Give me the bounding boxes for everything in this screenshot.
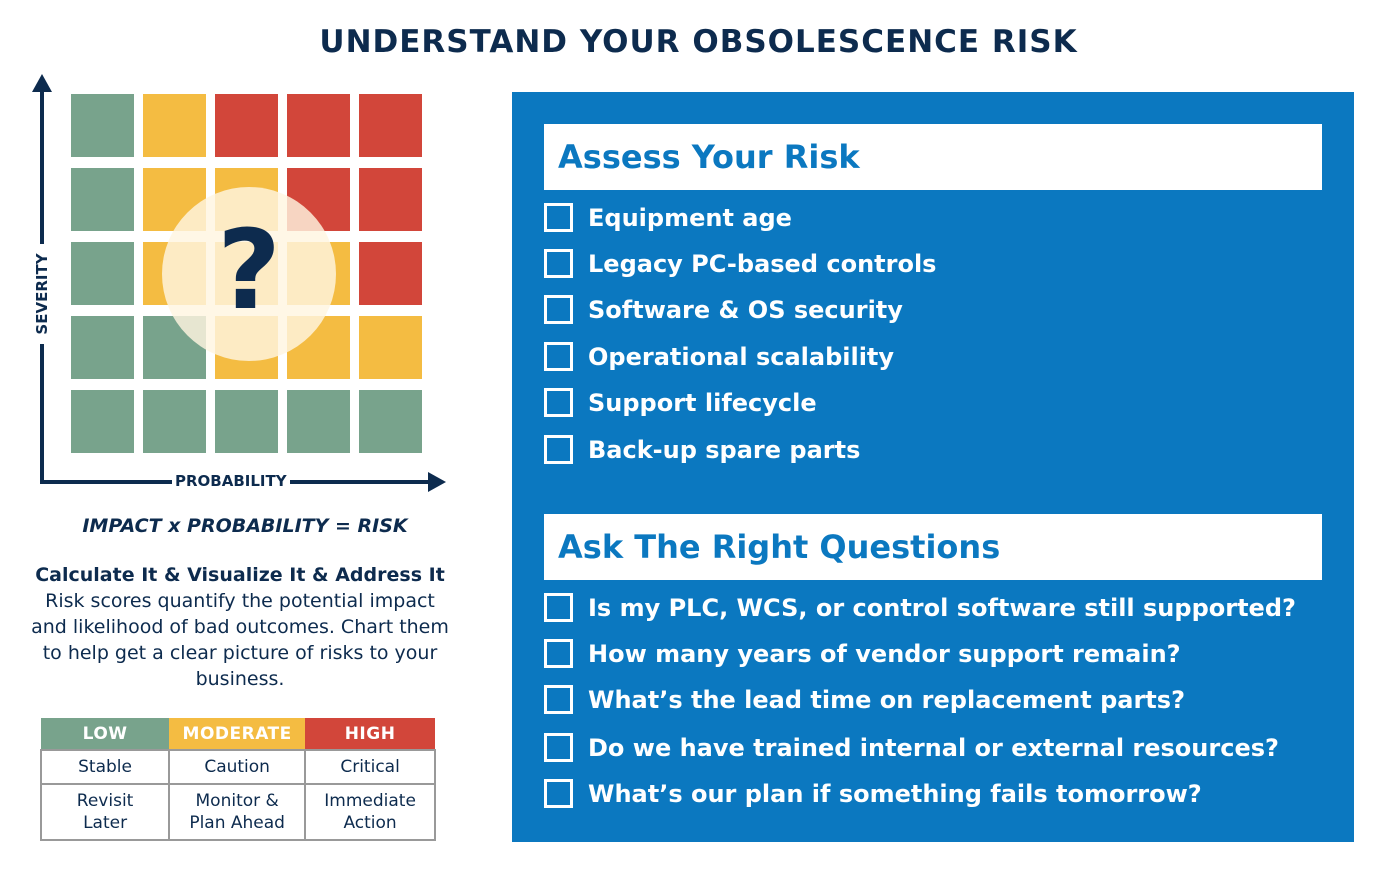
x-axis-arrow-icon [428,472,446,492]
matrix-cell-high [215,94,278,157]
checklist-item-label: Support lifecycle [588,388,817,417]
checkbox[interactable] [544,593,573,622]
checklist-item[interactable]: Software & OS security [544,295,903,324]
checkbox[interactable] [544,249,573,278]
checkbox[interactable] [544,388,573,417]
matrix-cell-low [359,390,422,453]
checkbox[interactable] [544,342,573,371]
legend-low: LOW [41,718,170,750]
checkbox[interactable] [544,639,573,668]
matrix-cell-low [71,168,134,231]
checklist-item-label: How many years of vendor support remain? [588,639,1181,668]
matrix-cell-low [71,94,134,157]
matrix-cell-high [287,94,350,157]
page-title: UNDERSTAND YOUR OBSOLESCENCE RISK [319,24,1078,60]
legend-high: HIGH [305,718,435,750]
checklist-item-label: Software & OS security [588,295,903,324]
question-mark-icon: ? [217,206,281,334]
checkbox[interactable] [544,779,573,808]
checkbox[interactable] [544,733,573,762]
checklist-item-label: Equipment age [588,203,792,232]
checklist-item-label: Legacy PC-based controls [588,249,937,278]
checklist-item[interactable]: Back-up spare parts [544,435,860,464]
checklist-item-label: Do we have trained internal or external … [588,733,1279,762]
matrix-cell-moderate [359,316,422,379]
checklist-item[interactable]: Is my PLC, WCS, or control software stil… [544,593,1296,622]
checklist-item[interactable]: Support lifecycle [544,388,817,417]
action-low: Revisit Later [39,783,171,841]
calc-heading: Calculate It & Visualize It & Address It [35,564,445,586]
calc-body: Risk scores quantify the potential impac… [31,590,449,690]
y-axis-label: SEVERITY [33,244,51,344]
matrix-cell-low [71,390,134,453]
checklist-panel: Assess Your Risk Equipment age Legacy PC-… [512,92,1354,842]
y-axis-arrow-icon [32,74,52,92]
checklist-item[interactable]: What’s the lead time on replacement part… [544,685,1185,714]
checklist-item[interactable]: Operational scalability [544,342,894,371]
x-axis-label: PROBABILITY [172,472,290,490]
matrix-cell-low [287,390,350,453]
checkbox[interactable] [544,685,573,714]
checklist-item[interactable]: What’s our plan if something fails tomor… [544,779,1202,808]
checklist-item[interactable]: Equipment age [544,203,792,232]
risk-legend-table: LOW MODERATE HIGH Stable Caution Critica… [39,718,436,841]
checklist-item-label: Back-up spare parts [588,435,861,464]
checkbox[interactable] [544,203,573,232]
checklist-item-label: What’s the lead time on replacement part… [588,685,1185,714]
checklist-item-label: What’s our plan if something fails tomor… [588,779,1202,808]
highlight-circle [162,187,336,361]
checkbox[interactable] [544,435,573,464]
checklist-item-label: Operational scalability [588,342,895,371]
action-high: Immediate Action [304,783,436,841]
matrix-cell-low [71,242,134,305]
checklist-item-label: Is my PLC, WCS, or control software stil… [588,593,1296,622]
matrix-cell-high [359,242,422,305]
questions-heading: Ask The Right Questions [544,514,1322,580]
matrix-cell-low [215,390,278,453]
checkbox[interactable] [544,295,573,324]
checklist-item[interactable]: Legacy PC-based controls [544,249,936,278]
status-moderate: Caution [168,749,307,785]
risk-formula: IMPACT x PROBABILITY = RISK [82,515,408,537]
matrix-cell-high [359,94,422,157]
action-moderate: Monitor & Plan Ahead [168,783,307,841]
checklist-item[interactable]: Do we have trained internal or external … [544,733,1279,762]
legend-moderate: MODERATE [169,718,306,750]
checklist-item[interactable]: How many years of vendor support remain? [544,639,1181,668]
matrix-cell-low [71,316,134,379]
calc-description: Calculate It & Visualize It & Address It… [0,562,480,692]
matrix-cell-high [359,168,422,231]
status-high: Critical [304,749,436,785]
assess-heading: Assess Your Risk [544,124,1322,190]
matrix-cell-low [143,390,206,453]
matrix-cell-moderate [143,94,206,157]
status-low: Stable [39,749,171,785]
